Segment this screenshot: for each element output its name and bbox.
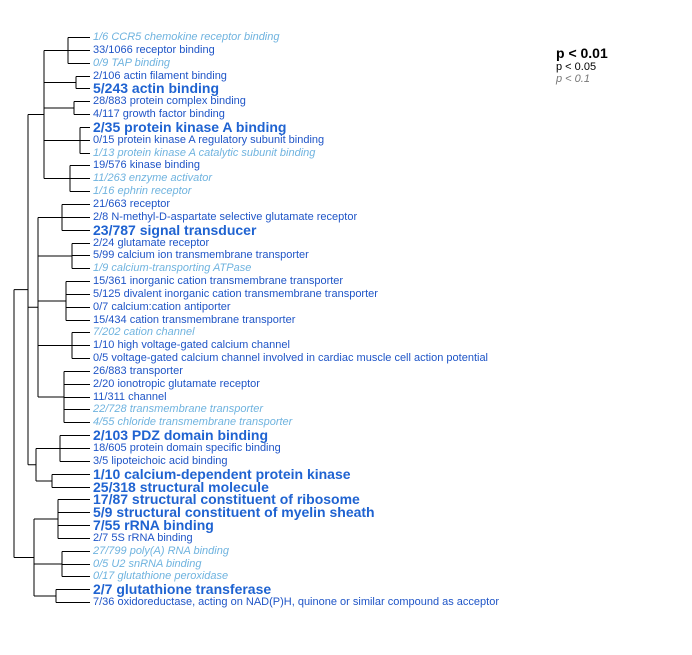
term-row: 0/5 voltage-gated calcium channel involv… (93, 352, 489, 365)
term-row: 28/883 protein complex binding (93, 95, 246, 108)
term-row: 2/7 glutathione transferase (93, 581, 272, 598)
term-row: 11/263 enzyme activator (93, 172, 213, 185)
term-row: 1/9 calcium-transporting ATPase (93, 262, 252, 275)
term-row: 11/311 channel (93, 390, 167, 403)
term-row: 5/9 structural constituent of myelin she… (93, 504, 375, 521)
term-row: 0/5 U2 snRNA binding (93, 557, 202, 570)
term-row: 2/35 protein kinase A binding (93, 118, 287, 135)
term-row: 7/202 cation channel (93, 326, 195, 339)
term-row: 2/103 PDZ domain binding (93, 427, 269, 444)
term-row: 23/787 signal transducer (93, 221, 257, 238)
dendrogram (13, 37, 90, 603)
term-row: 1/13 protein kinase A catalytic subunit … (93, 146, 316, 159)
term-row: 0/15 protein kinase A regulatory subunit… (93, 133, 325, 146)
term-row: 21/663 receptor (93, 197, 171, 210)
term-row: 1/6 CCR5 chemokine receptor binding (93, 31, 280, 43)
term-row: 1/10 high voltage-gated calcium channel (93, 339, 290, 352)
term-row: 5/125 divalent inorganic cation transmem… (93, 287, 378, 300)
term-row: 5/99 calcium ion transmembrane transport… (93, 249, 309, 262)
term-row: 22/728 transmembrane transporter (93, 403, 263, 416)
term-row: 19/576 kinase binding (93, 159, 201, 172)
term-row: 18/605 protein domain specific binding (93, 442, 281, 454)
term-row: 4/55 chloride transmembrane transporter (93, 416, 293, 429)
term-row: 2/24 glutamate receptor (93, 236, 210, 249)
legend-p01: p < 0.1 (556, 73, 590, 85)
term-row: 4/117 growth factor binding (93, 108, 225, 121)
term-row: 0/7 calcium:cation antiporter (93, 300, 231, 313)
legend-p005: p < 0.05 (556, 61, 597, 73)
term-row: 2/20 ionotropic glutamate receptor (93, 377, 260, 390)
term-row: 7/55 rRNA binding (93, 517, 214, 534)
term-row: 26/883 transporter (93, 364, 183, 377)
term-row: 33/1066 receptor binding (93, 43, 215, 56)
legend-p001: p < 0.01 (556, 45, 608, 61)
term-row: 27/799 poly(A) RNA binding (93, 544, 229, 557)
term-row: 3/5 lipoteichoic acid binding (93, 454, 228, 467)
term-row: 2/8 N-methyl-D-aspartate selective gluta… (93, 210, 358, 223)
term-row: 7/36 oxidoreductase, acting on NAD(P)H, … (93, 596, 499, 609)
term-row: 5/243 actin binding (93, 80, 220, 97)
term-row: 2/106 actin filament binding (93, 69, 227, 82)
term-row: 1/16 ephrin receptor (93, 185, 192, 198)
term-row: 0/9 TAP binding (93, 56, 171, 69)
term-row: 15/434 cation transmembrane transporter (93, 313, 296, 326)
term-row: 25/318 structural molecule (93, 478, 269, 495)
significance-legend: p < 0.01 p < 0.05 p < 0.1 (556, 45, 608, 86)
term-row: 1/10 calcium-dependent protein kinase (93, 465, 351, 482)
term-row: 15/361 inorganic cation transmembrane tr… (93, 275, 344, 288)
term-row: 0/17 glutathione peroxidase (93, 570, 229, 583)
term-list: 1/6 CCR5 chemokine receptor binding 33/10… (93, 31, 499, 609)
term-row: 2/7 5S rRNA binding (93, 531, 193, 544)
term-row: 17/87 structural constituent of ribosome (93, 491, 360, 508)
